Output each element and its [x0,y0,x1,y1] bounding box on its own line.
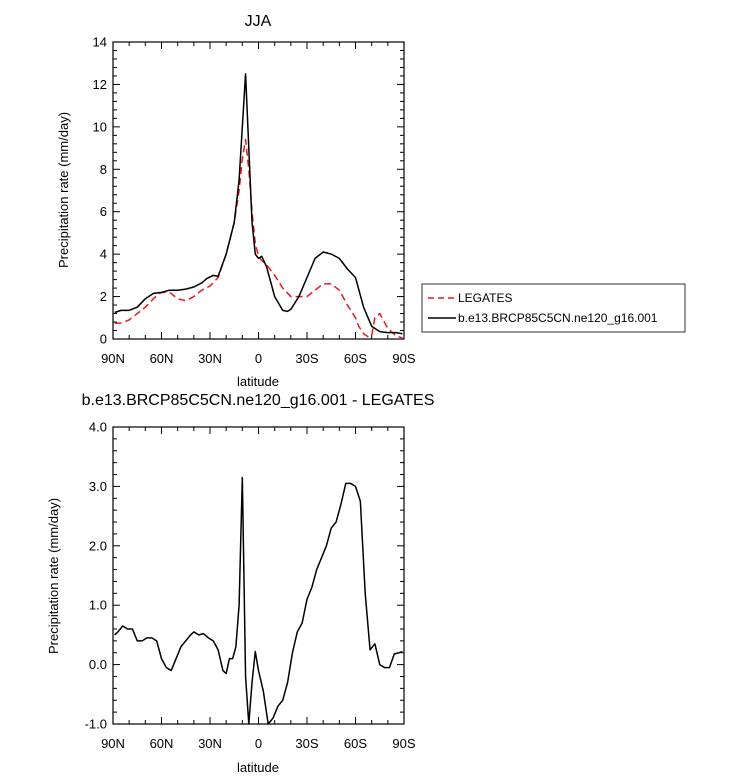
bottom-x-tick-label: 30N [198,736,222,751]
bottom-x-tick-label: 90N [101,736,125,751]
legend-label-model: b.e13.BRCP85C5CN.ne120_g16.001 [458,311,658,325]
legend: LEGATES b.e13.BRCP85C5CN.ne120_g16.001 [421,283,686,333]
top-series-line-b-e13-brcp85c5cn-ne120-g16-001 [114,73,403,335]
top-axis-ticks: 90N 60N 30N 0 30S 60S 90S 0 2 4 6 8 10 12 14 [93,35,416,367]
bottom-y-tick-label: -1.0 [85,717,107,732]
top-series-lines [114,73,403,339]
bottom-y-tick-label: 3.0 [89,479,107,494]
bottom-x-axis-label: latitude [237,760,279,775]
bottom-plot-frame [112,426,405,725]
top-x-axis-label: latitude [237,374,279,389]
bottom-y-tick-label: 2.0 [89,538,107,553]
bottom-axis-ticks: 90N 60N 30N 0 30S 60S 90S -1.0 0.0 1.0 2.0 3.0 4.0 [85,420,416,752]
bottom-x-tick-label: 90S [392,736,415,751]
bottom-y-tick-label: 4.0 [89,420,107,435]
top-chart-title: JJA [245,13,272,30]
top-x-tick-label: 30S [295,351,318,366]
top-y-tick-label: 12 [93,77,107,92]
top-y-tick-label: 2 [100,289,107,304]
top-y-tick-label: 0 [100,332,107,347]
legend-label-legates: LEGATES [458,291,512,305]
bottom-chart-title: b.e13.BRCP85C5CN.ne120_g16.001 - LEGATES [82,392,435,409]
top-x-tick-label: 90S [392,351,415,366]
top-y-tick-label: 4 [100,247,107,262]
bottom-x-tick-label: 60S [344,736,367,751]
bottom-x-tick-label: 30S [295,736,318,751]
top-x-tick-label: 30N [198,351,222,366]
top-y-tick-label: 8 [100,162,107,177]
bottom-x-tick-label: 60N [150,736,174,751]
bottom-y-axis-label: Precipitation rate (mm/day) [46,498,61,654]
bottom-y-tick-label: 0.0 [89,657,107,672]
bottom-y-tick-label: 1.0 [89,598,107,613]
top-panel: JJA 90N 60N 30N 0 30S 60S 90S 0 2 4 6 8 10 12 14 latit… [56,13,416,389]
top-y-tick-label: 14 [93,35,107,50]
top-y-axis-label: Precipitation rate (mm/day) [56,112,71,268]
bottom-x-tick-label: 0 [255,736,262,751]
top-y-tick-label: 10 [93,119,107,134]
bottom-series-lines [114,476,403,725]
bottom-series-line-0 [114,476,403,725]
top-y-tick-label: 6 [100,204,107,219]
top-x-tick-label: 0 [255,351,262,366]
legend-box [421,283,686,333]
top-series-line-legates [114,138,403,339]
top-x-tick-label: 60S [344,351,367,366]
top-x-tick-label: 60N [150,351,174,366]
bottom-panel: b.e13.BRCP85C5CN.ne120_g16.001 - LEGATES… [46,392,434,775]
top-x-tick-label: 90N [101,351,125,366]
